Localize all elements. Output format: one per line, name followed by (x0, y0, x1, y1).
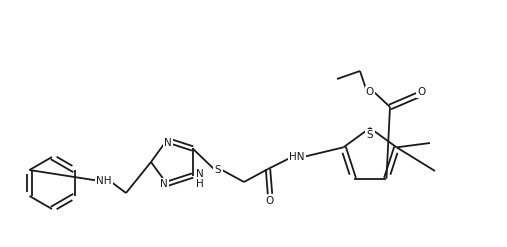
Text: HN: HN (289, 152, 305, 162)
Text: N: N (160, 179, 168, 189)
Text: NH: NH (96, 176, 112, 186)
Text: N: N (196, 168, 203, 179)
Text: O: O (417, 87, 425, 97)
Text: S: S (367, 130, 373, 140)
Text: O: O (266, 196, 274, 206)
Text: N: N (164, 138, 172, 148)
Text: O: O (366, 87, 374, 97)
Text: H: H (196, 179, 203, 188)
Text: S: S (214, 165, 222, 175)
